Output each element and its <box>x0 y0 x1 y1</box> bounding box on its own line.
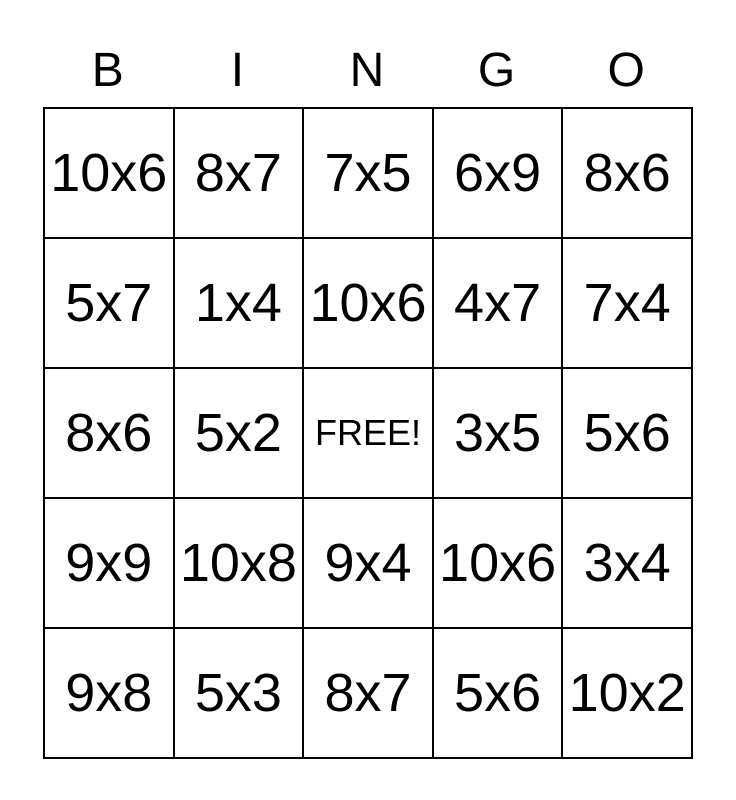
bingo-cell-r4-c1[interactable]: 5x3 <box>173 628 304 758</box>
bingo-cell-r2-c1[interactable]: 5x2 <box>173 368 304 498</box>
bingo-cell-r0-c4[interactable]: 8x6 <box>562 108 692 238</box>
bingo-cell-r1-c0[interactable]: 5x7 <box>44 238 174 368</box>
bingo-cell-r1-c2[interactable]: 10x6 <box>303 238 433 368</box>
bingo-cell-r2-c0[interactable]: 8x6 <box>44 368 174 498</box>
bingo-cell-r4-c4[interactable]: 10x2 <box>562 628 692 758</box>
bingo-header: B I N G O <box>43 40 691 102</box>
bingo-cell-r3-c1[interactable]: 10x8 <box>173 498 304 628</box>
header-letter-b: B <box>91 44 124 97</box>
bingo-cell-r1-c4[interactable]: 7x4 <box>562 238 692 368</box>
bingo-cell-r1-c1[interactable]: 1x4 <box>173 238 304 368</box>
bingo-cell-r3-c4[interactable]: 3x4 <box>562 498 692 628</box>
bingo-cell-r3-c3[interactable]: 10x6 <box>432 498 563 628</box>
header-letter-o: O <box>607 44 645 97</box>
header-letter-n: N <box>349 44 385 97</box>
bingo-cell-r3-c2[interactable]: 9x4 <box>303 498 433 628</box>
bingo-cell-r4-c2[interactable]: 8x7 <box>303 628 433 758</box>
bingo-board: 10x6 8x7 7x5 6x9 8x6 5x7 1x4 10x6 4x7 7x… <box>43 107 693 759</box>
bingo-cell-r0-c3[interactable]: 6x9 <box>432 108 563 238</box>
bingo-cell-r4-c3[interactable]: 5x6 <box>432 628 563 758</box>
bingo-cell-r2-c3[interactable]: 3x5 <box>432 368 563 498</box>
bingo-cell-r0-c2[interactable]: 7x5 <box>303 108 433 238</box>
bingo-cell-r4-c0[interactable]: 9x8 <box>44 628 174 758</box>
header-letter-i: I <box>230 44 245 97</box>
bingo-cell-r1-c3[interactable]: 4x7 <box>432 238 563 368</box>
bingo-cell-r3-c0[interactable]: 9x9 <box>44 498 174 628</box>
bingo-cell-r0-c1[interactable]: 8x7 <box>173 108 304 238</box>
bingo-cell-r0-c0[interactable]: 10x6 <box>44 108 174 238</box>
bingo-free-cell[interactable]: FREE! <box>303 368 433 498</box>
bingo-cell-r2-c4[interactable]: 5x6 <box>562 368 692 498</box>
header-letter-g: G <box>477 44 516 97</box>
